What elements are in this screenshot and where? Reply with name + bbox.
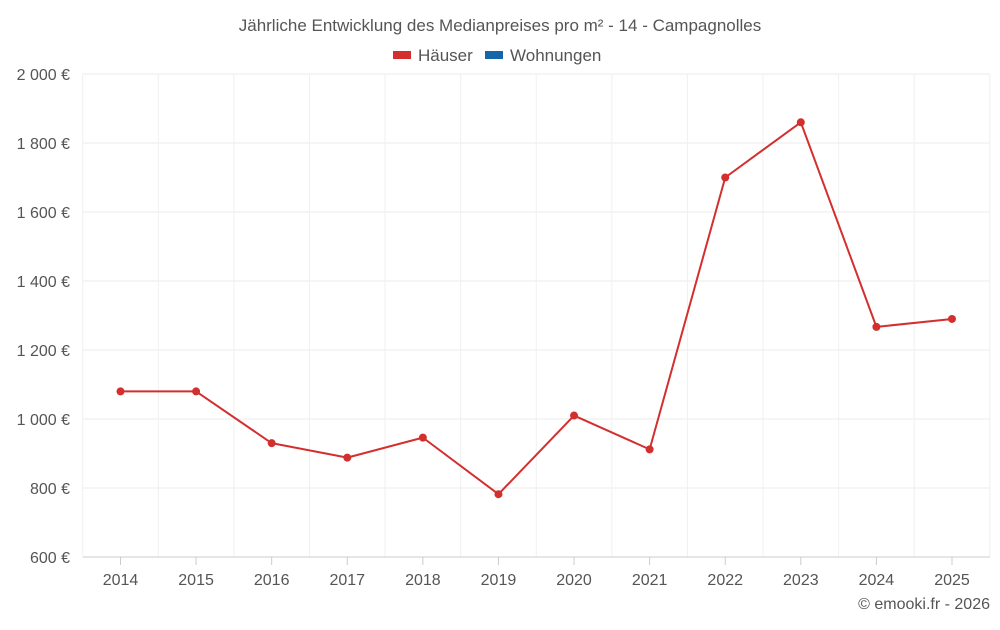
x-tick-label: 2020 — [556, 572, 592, 589]
y-tick-label: 1 800 € — [17, 136, 70, 153]
grid — [82, 73, 991, 557]
x-tick-label: 2021 — [632, 572, 668, 589]
x-tick-label: 2025 — [934, 572, 970, 589]
x-tick-label: 2014 — [103, 572, 139, 589]
data-point[interactable] — [267, 439, 276, 448]
x-tick-label: 2024 — [859, 572, 895, 589]
y-tick-label: 800 € — [30, 481, 70, 498]
series-line-0 — [120, 121, 953, 496]
x-tick-label: 2022 — [707, 572, 743, 589]
legend-swatch-haeuser — [393, 51, 411, 59]
data-point[interactable] — [796, 118, 805, 127]
x-tick-label: 2018 — [405, 572, 441, 589]
y-tick-label: 1 200 € — [17, 343, 70, 360]
legend-swatch-wohnungen — [485, 51, 503, 59]
data-point[interactable] — [570, 411, 579, 420]
y-tick-label: 1 600 € — [17, 205, 70, 222]
data-point[interactable] — [645, 445, 654, 454]
credit-text: © emooki.fr - 2026 — [858, 596, 990, 613]
legend: Häuser Wohnungen — [393, 46, 601, 65]
x-tick-label: 2017 — [329, 572, 365, 589]
y-tick-label: 600 € — [30, 550, 70, 567]
data-point[interactable] — [948, 314, 956, 323]
x-tick-label: 2015 — [178, 572, 214, 589]
legend-label-haeuser: Häuser — [418, 46, 473, 65]
y-tick-label: 1 000 € — [17, 412, 70, 429]
legend-item-wohnungen[interactable]: Wohnungen — [485, 46, 601, 65]
data-point[interactable] — [116, 387, 125, 396]
x-tick-label: 2023 — [783, 572, 819, 589]
data-point[interactable] — [418, 433, 427, 442]
x-tick-label: 2019 — [481, 572, 517, 589]
y-tick-label: 1 400 € — [17, 274, 70, 291]
data-point[interactable] — [872, 322, 881, 331]
chart-title: Jährliche Entwicklung des Medianpreises … — [239, 16, 762, 35]
data-point[interactable] — [721, 173, 730, 182]
x-tick-label: 2016 — [254, 572, 290, 589]
data-point[interactable] — [494, 490, 503, 499]
legend-label-wohnungen: Wohnungen — [510, 46, 601, 65]
data-point[interactable] — [343, 453, 352, 462]
y-tick-label: 2 000 € — [17, 67, 70, 84]
legend-item-haeuser[interactable]: Häuser — [393, 46, 473, 65]
series — [116, 118, 956, 499]
data-point[interactable] — [192, 387, 201, 396]
axes: 600 € 800 € 1 000 € 1 200 € 1 400 € 1 600 € 1 … — [17, 67, 990, 589]
